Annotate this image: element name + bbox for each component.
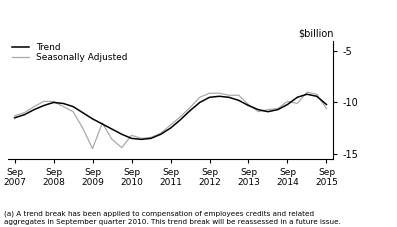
Trend xyxy=(51,101,56,104)
Trend xyxy=(158,133,163,136)
Seasonally Adjusted xyxy=(32,105,37,108)
Trend xyxy=(168,127,173,129)
Trend xyxy=(188,109,193,112)
Trend xyxy=(246,104,251,107)
Trend xyxy=(100,123,105,125)
Trend xyxy=(256,108,260,111)
Seasonally Adjusted xyxy=(41,100,46,103)
Seasonally Adjusted xyxy=(81,127,85,129)
Seasonally Adjusted xyxy=(90,147,95,150)
Trend xyxy=(110,128,114,131)
Seasonally Adjusted xyxy=(217,92,222,95)
Trend xyxy=(12,116,17,119)
Seasonally Adjusted xyxy=(158,132,163,135)
Trend xyxy=(295,96,300,99)
Trend xyxy=(197,101,202,104)
Seasonally Adjusted xyxy=(314,93,319,96)
Seasonally Adjusted xyxy=(304,91,309,94)
Seasonally Adjusted xyxy=(197,96,202,99)
Seasonally Adjusted xyxy=(71,110,75,113)
Seasonally Adjusted xyxy=(295,102,300,105)
Line: Trend: Trend xyxy=(15,94,326,139)
Trend xyxy=(71,105,75,108)
Seasonally Adjusted xyxy=(129,134,134,137)
Seasonally Adjusted xyxy=(188,106,193,109)
Trend xyxy=(90,118,95,120)
Trend xyxy=(207,96,212,99)
Seasonally Adjusted xyxy=(61,105,66,108)
Seasonally Adjusted xyxy=(236,94,241,97)
Legend: Trend, Seasonally Adjusted: Trend, Seasonally Adjusted xyxy=(12,43,127,62)
Trend xyxy=(217,95,222,98)
Trend xyxy=(227,96,231,99)
Seasonally Adjusted xyxy=(178,116,183,118)
Trend xyxy=(236,99,241,102)
Seasonally Adjusted xyxy=(256,110,260,113)
Trend xyxy=(81,111,85,114)
Seasonally Adjusted xyxy=(51,100,56,103)
Seasonally Adjusted xyxy=(246,103,251,106)
Seasonally Adjusted xyxy=(22,111,27,114)
Trend xyxy=(119,133,124,136)
Seasonally Adjusted xyxy=(276,107,280,110)
Trend xyxy=(276,108,280,111)
Trend xyxy=(178,118,183,121)
Trend xyxy=(285,103,290,106)
Trend xyxy=(22,114,27,116)
Seasonally Adjusted xyxy=(148,136,153,139)
Seasonally Adjusted xyxy=(119,146,124,149)
Seasonally Adjusted xyxy=(12,114,17,117)
Seasonally Adjusted xyxy=(207,92,212,95)
Trend xyxy=(314,95,319,98)
Seasonally Adjusted xyxy=(227,94,231,97)
Trend xyxy=(148,137,153,140)
Seasonally Adjusted xyxy=(266,108,270,111)
Seasonally Adjusted xyxy=(110,138,114,141)
Trend xyxy=(129,137,134,140)
Trend xyxy=(304,93,309,96)
Line: Seasonally Adjusted: Seasonally Adjusted xyxy=(15,92,326,149)
Seasonally Adjusted xyxy=(324,107,329,110)
Seasonally Adjusted xyxy=(100,122,105,124)
Trend xyxy=(61,102,66,105)
Trend xyxy=(324,103,329,106)
Text: $billion: $billion xyxy=(298,29,333,39)
Seasonally Adjusted xyxy=(285,100,290,103)
Seasonally Adjusted xyxy=(139,137,144,140)
Trend xyxy=(266,110,270,113)
Text: (a) A trend break has been applied to compensation of employees credits and rela: (a) A trend break has been applied to co… xyxy=(4,210,341,225)
Seasonally Adjusted xyxy=(168,124,173,126)
Trend xyxy=(139,138,144,141)
Trend xyxy=(41,104,46,107)
Trend xyxy=(32,108,37,111)
